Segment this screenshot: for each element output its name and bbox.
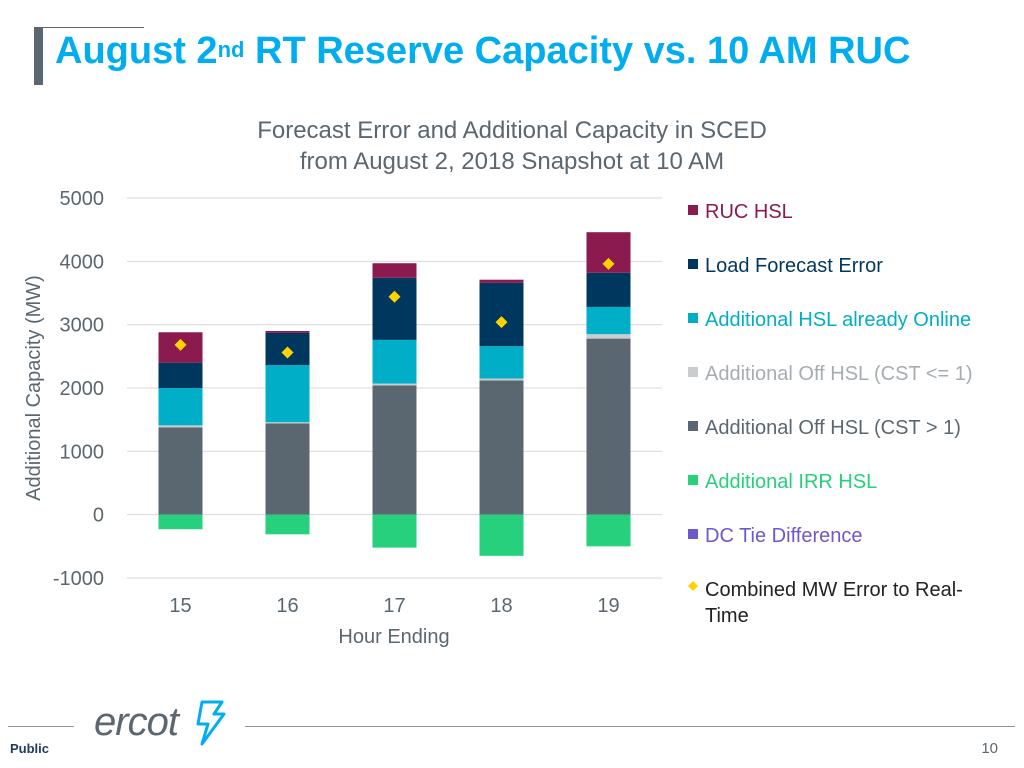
legend-swatch-off-hsl-cst-gt1 — [688, 421, 698, 431]
bar-segment-irr-hsl — [586, 514, 631, 547]
y-tick-label: 2000 — [60, 378, 105, 400]
y-tick-label: 1000 — [60, 441, 105, 463]
footer-rule-right — [245, 726, 1015, 727]
bar-segment-additional-hsl-online — [586, 306, 631, 335]
legend-swatch-off-hsl-cst-le1 — [688, 367, 698, 377]
bar-segment-irr-hsl — [158, 514, 203, 530]
bar-segment-additional-hsl-online — [158, 388, 203, 426]
bar-segment-off-hsl-cst-gt1 — [586, 338, 631, 515]
x-tick-label: 18 — [490, 595, 512, 617]
bar-segment-load-forecast-error — [586, 272, 631, 307]
title-superscript: nd — [217, 37, 245, 62]
chart-title-line: Forecast Error and Additional Capacity i… — [257, 117, 767, 144]
bar-segment-ruc-hsl — [479, 279, 524, 283]
bar-segment-irr-hsl — [479, 514, 524, 556]
title-rest: RT Reserve Capacity vs. 10 AM RUC — [244, 30, 911, 72]
bar-segment-off-hsl-cst-gt1 — [265, 423, 310, 515]
x-axis-label: Hour Ending — [338, 626, 449, 648]
bar-segment-ruc-hsl — [372, 263, 417, 278]
bar-segment-additional-hsl-online — [372, 339, 417, 384]
y-axis-label: Additional Capacity (MW) — [23, 275, 45, 501]
ercot-bolt-icon — [196, 700, 226, 746]
combined-error-marker — [388, 290, 401, 303]
legend-swatch-additional-hsl-online — [688, 313, 698, 323]
bar-segment-irr-hsl — [265, 514, 310, 535]
chart-title-line: from August 2, 2018 Snapshot at 10 AM — [300, 148, 724, 175]
ercot-logo: ercot — [94, 700, 179, 744]
x-tick-label: 19 — [597, 595, 619, 617]
bar-segment-irr-hsl — [372, 514, 417, 548]
bar-segment-off-hsl-cst-le1 — [158, 425, 203, 428]
bar-segment-off-hsl-cst-gt1 — [479, 380, 524, 515]
stacked-bar-chart: Forecast Error and Additional Capacity i… — [23, 117, 973, 648]
legend-label: RUC HSL — [705, 201, 793, 223]
bar-segment-load-forecast-error — [158, 362, 203, 388]
legend-label: Combined MW Error to Real- — [705, 579, 963, 601]
legend-label: Load Forecast Error — [705, 255, 883, 277]
bar-segment-load-forecast-error — [479, 282, 524, 347]
legend-label: Additional Off HSL (CST <= 1) — [705, 363, 973, 385]
legend-swatch-combined-error — [688, 581, 698, 591]
bar-segment-off-hsl-cst-gt1 — [372, 385, 417, 515]
title-main: August 2 — [55, 30, 218, 72]
bar-segment-off-hsl-cst-gt1 — [158, 427, 203, 515]
x-tick-label: 16 — [276, 595, 298, 617]
legend-swatch-dc-tie — [688, 529, 698, 539]
legend-swatch-irr-hsl — [688, 475, 698, 485]
x-tick-label: 17 — [383, 595, 405, 617]
bar-segment-off-hsl-cst-le1 — [479, 378, 524, 381]
combined-error-marker — [174, 338, 187, 351]
bar-segment-additional-hsl-online — [265, 365, 310, 423]
bar-segment-off-hsl-cst-le1 — [586, 334, 631, 339]
bar-segment-additional-hsl-online — [479, 346, 524, 379]
page-number: 10 — [981, 740, 998, 757]
y-tick-label: -1000 — [53, 568, 104, 590]
legend-label: Additional HSL already Online — [705, 309, 971, 331]
footer-rule-left — [8, 726, 74, 727]
bar-segment-off-hsl-cst-le1 — [372, 383, 417, 386]
y-tick-label: 5000 — [60, 188, 105, 210]
legend-label: Additional Off HSL (CST > 1) — [705, 417, 961, 439]
title-accent-bar — [34, 27, 43, 85]
legend-swatch-ruc-hsl — [688, 205, 698, 215]
y-tick-label: 0 — [93, 505, 104, 527]
combined-error-marker — [281, 346, 294, 359]
legend-label: DC Tie Difference — [705, 525, 862, 547]
combined-error-marker — [602, 257, 615, 270]
page-title: August 2nd RT Reserve Capacity vs. 10 AM… — [55, 30, 910, 73]
title-top-rule — [34, 27, 144, 28]
x-tick-label: 15 — [169, 595, 191, 617]
y-tick-label: 4000 — [60, 251, 105, 273]
y-tick-label: 3000 — [60, 315, 105, 337]
legend-label: Additional IRR HSL — [705, 471, 877, 493]
legend-label: Time — [705, 605, 749, 627]
bar-segment-ruc-hsl — [265, 331, 310, 333]
bar-segment-load-forecast-error — [372, 277, 417, 340]
bar-segment-off-hsl-cst-le1 — [265, 422, 310, 424]
legend-swatch-load-forecast-error — [688, 259, 698, 269]
combined-error-marker — [495, 316, 508, 329]
classification-label: Public — [10, 741, 50, 756]
